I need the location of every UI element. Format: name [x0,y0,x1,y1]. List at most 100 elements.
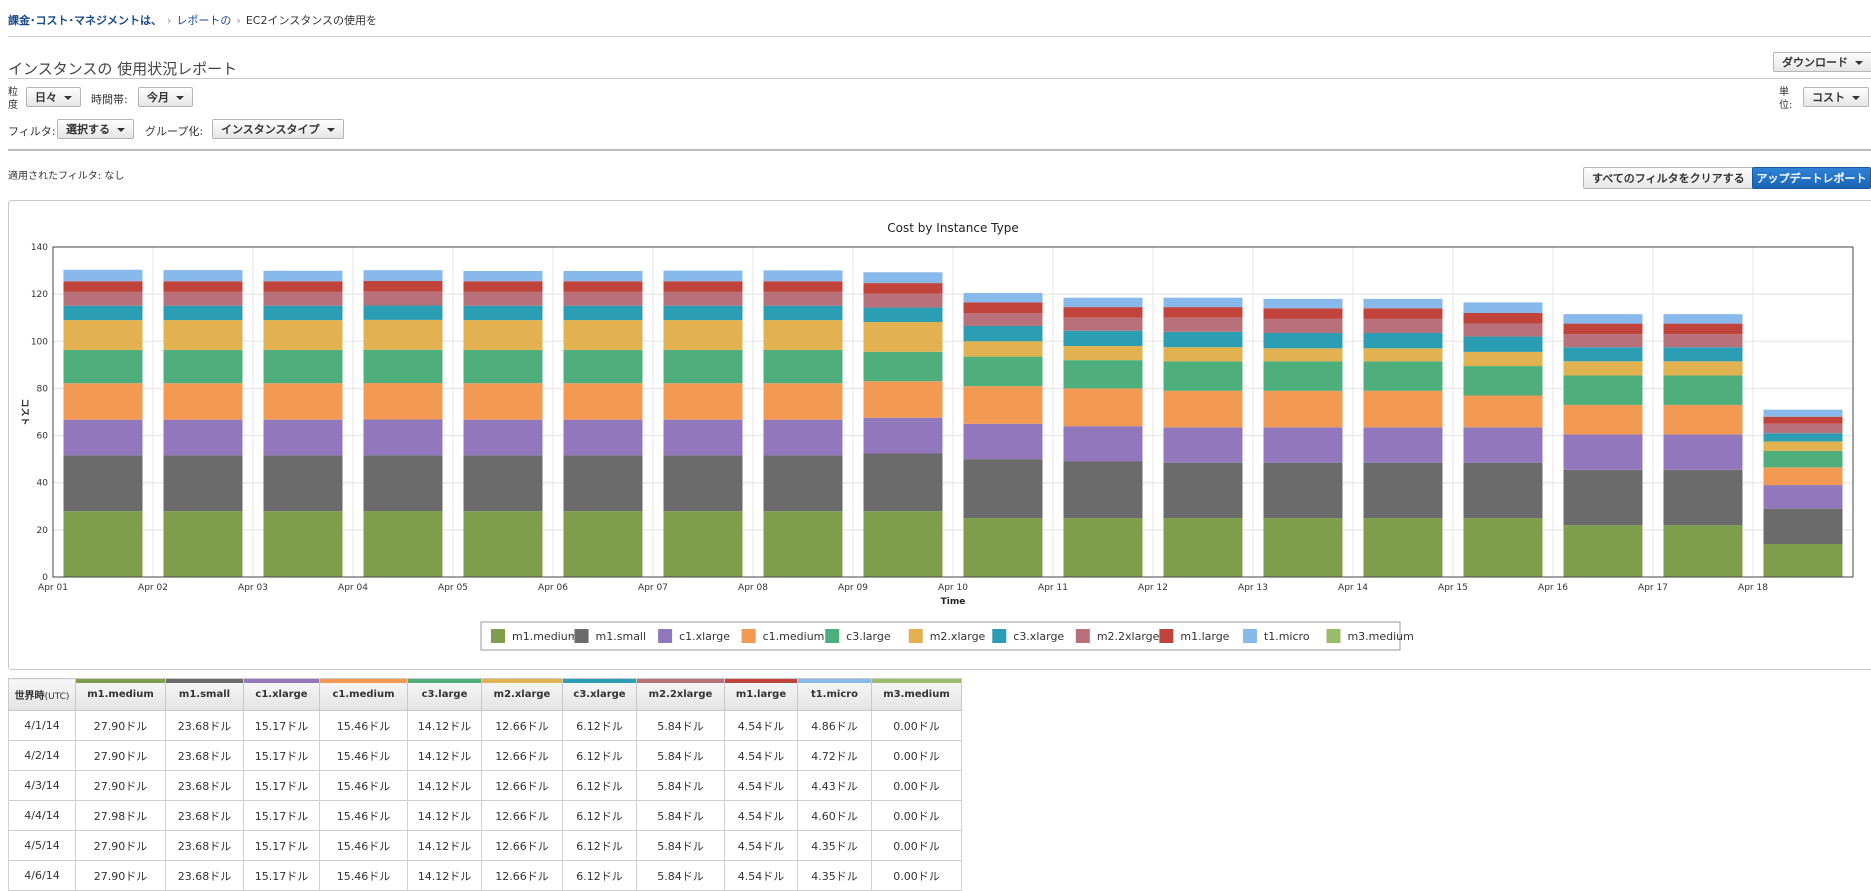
legend-swatch [491,629,505,643]
table-header-label: c1.xlarge [255,689,308,700]
granularity-select[interactable]: 日々 [26,87,81,107]
bar-segment-c3-xlarge [863,307,943,322]
x-tick-label: Apr 05 [438,583,468,593]
table-cell-cost: 15.46ドル [319,710,408,741]
table-header-m1-small[interactable]: m1.small [165,678,244,711]
bar-segment-m2-2xlarge [963,313,1043,326]
breadcrumb-root-link[interactable]: 課金･コスト･マネジメントは、 [8,14,162,27]
bar-segment-m1-medium [563,511,643,577]
download-button-label: ダウンロード [1782,56,1848,69]
period-label: 時間帯: [91,93,128,106]
table-cell-cost: 23.68ドル [165,830,244,861]
bar-segment-c3-large [1263,361,1343,391]
series-color-bar [244,679,319,683]
table-header-m3-medium[interactable]: m3.medium [871,678,962,711]
bar-segment-c1-medium [163,383,243,420]
bar-segment-m1-medium [863,511,943,577]
bar-segment-m1-large [663,281,743,292]
bar-segment-m1-small [1163,462,1243,519]
table-header-c3-large[interactable]: c3.large [407,678,482,711]
legend-swatch [1159,629,1174,643]
bar-segment-c1-xlarge [1263,427,1343,463]
table-cell-cost: 27.90ドル [75,830,166,861]
table-cell-cost: 4.54ドル [724,800,798,831]
chevron-down-icon [64,96,72,100]
bar-segment-c3-large [1163,361,1243,391]
bar-segment-m2-xlarge [1463,351,1543,367]
x-tick-label: Apr 14 [1338,583,1368,593]
filter-label: フィルタ: [8,125,56,138]
bar-segment-m1-large [1263,308,1343,319]
legend-label: t1.micro [1264,630,1310,643]
table-header-label: m2.2xlarge [648,689,713,700]
x-tick-label: Apr 12 [1138,583,1168,593]
period-select[interactable]: 今月 [138,87,193,107]
table-header-c1-medium[interactable]: c1.medium [319,678,408,711]
table-cell-cost: 6.12ドル [562,860,637,891]
bar-segment-m2-xlarge [263,320,343,350]
table-header-m2-2xlarge[interactable]: m2.2xlarge [636,678,725,711]
table-cell-cost: 14.12ドル [407,830,482,861]
y-tick-label: 20 [37,526,49,536]
bar-segment-m1-large [163,281,243,292]
bar-segment-c3-large [963,356,1043,387]
bar-segment-m1-medium [1463,518,1543,577]
bar-segment-m2-xlarge [1363,348,1443,362]
series-color-bar [482,679,562,683]
bar-segment-m2-xlarge [1063,346,1143,361]
table-cell-cost: 27.90ドル [75,770,166,801]
x-tick-label: Apr 18 [1738,583,1768,593]
bar-segment-t1-micro [1363,298,1443,309]
table-cell-cost: 27.98ドル [75,800,166,831]
table-header-date[interactable]: 世界時(UTC) [8,678,76,711]
legend-label: m2.2xlarge [1097,630,1160,643]
group-by-select[interactable]: インスタンスタイプ [212,119,344,139]
bar-segment-t1-micro [863,272,943,284]
table-header-m1-medium[interactable]: m1.medium [75,678,166,711]
bar-segment-m2-2xlarge [163,291,243,306]
legend-swatch [992,629,1007,643]
breadcrumb-reports-link[interactable]: レポートの [176,14,232,27]
table-header-label: c3.large [421,689,468,700]
table-cell-cost: 5.84ドル [636,800,725,831]
bar-segment-c1-xlarge [63,419,143,456]
bar-segment-m2-2xlarge [1263,318,1343,334]
series-color-bar [798,679,871,683]
bar-segment-t1-micro [1263,298,1343,309]
period-value: 今月 [147,91,169,104]
bar-segment-t1-micro [1663,314,1743,324]
unit-select[interactable]: コスト [1803,87,1869,107]
x-tick-label: Apr 13 [1238,583,1268,593]
cost-chart: 0 20 40 60 80 100 120 140 Apr 01 Apr 02 Apr 03 Apr … [19,221,1854,651]
table-cell-cost: 12.66ドル [481,830,563,861]
table-cell-cost: 12.66ドル [481,860,563,891]
table-header-c3-xlarge[interactable]: c3.xlarge [562,678,637,711]
bar-segment-t1-micro [163,270,243,282]
table-cell-cost: 12.66ドル [481,710,563,741]
bar-segment-m1-small [1663,469,1743,526]
table-header-c1-xlarge[interactable]: c1.xlarge [243,678,320,711]
bar-segment-c3-large [1063,360,1143,389]
x-tick-label: Apr 01 [38,583,68,593]
bar-segment-c1-medium [363,383,443,420]
bar-segment-m1-large [363,281,443,292]
table-header-t1-micro[interactable]: t1.micro [797,678,872,711]
download-button[interactable]: ダウンロード [1773,52,1871,72]
bar-segment-c3-large [63,349,143,384]
table-cell-cost: 23.68ドル [165,770,244,801]
legend-swatch [658,629,673,643]
table-header-m2-xlarge[interactable]: m2.xlarge [481,678,563,711]
bar-segment-m1-medium [263,511,343,577]
table-header-date-label: 世界時 [14,691,45,702]
bar-segment-c3-large [1663,375,1743,405]
filter-select[interactable]: 選択する [57,119,134,139]
table-cell-cost: 23.68ドル [165,710,244,741]
update-report-button[interactable]: アップデートレポート [1752,167,1871,189]
x-axis-label: Time [941,597,966,607]
table-cell-cost: 23.68ドル [165,740,244,771]
table-cell-cost: 6.12ドル [562,740,637,771]
table-header-m1-large[interactable]: m1.large [724,678,798,711]
legend-swatch [1242,629,1257,643]
bar-segment-m1-small [63,455,143,512]
bar-segment-m2-xlarge [463,320,543,350]
